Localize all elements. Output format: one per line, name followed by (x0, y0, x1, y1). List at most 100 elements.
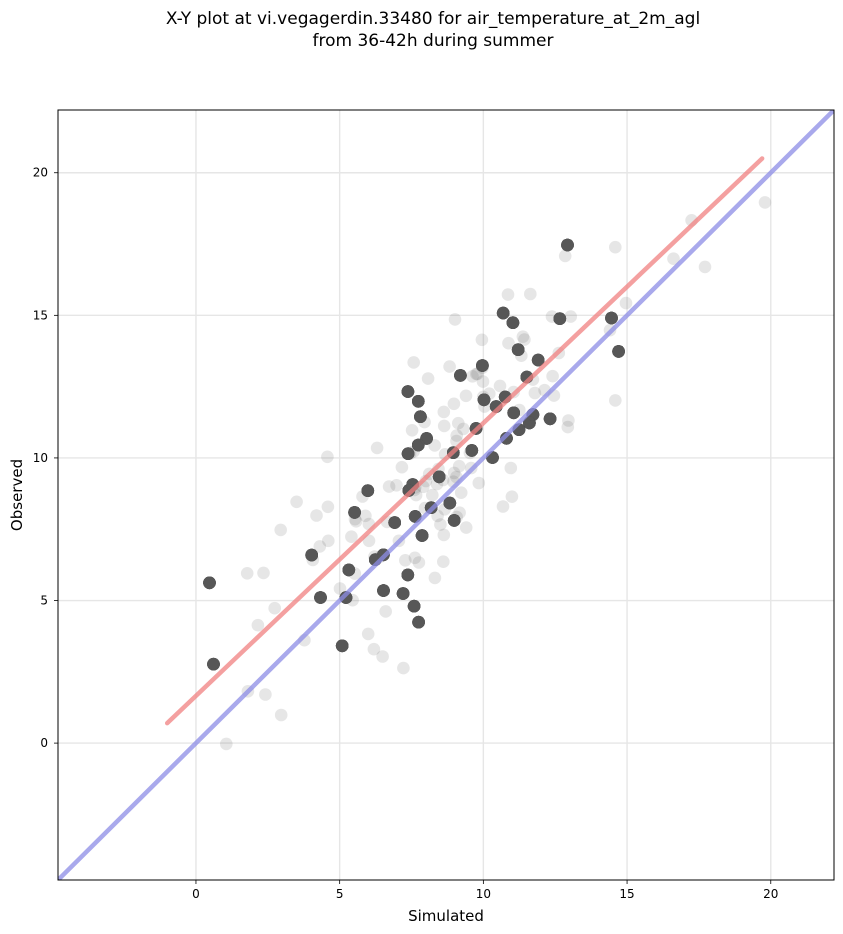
x-axis-label: Simulated (408, 907, 484, 925)
scatter-point (496, 306, 510, 320)
scatter-point (511, 343, 525, 357)
scatter-point (465, 444, 479, 457)
scatter-point (477, 393, 491, 407)
scatter-point (561, 238, 574, 252)
scatter-point (401, 385, 415, 398)
scatter-point (553, 312, 567, 326)
scatter-point (476, 390, 490, 404)
scatter-point (450, 429, 464, 442)
scatter-point (543, 412, 557, 426)
scatter-point (523, 416, 536, 430)
scatter-point (207, 657, 220, 671)
scatter-point (388, 516, 402, 529)
scatter-point (412, 395, 425, 408)
scatter-point (305, 548, 319, 562)
x-tick-label: 5 (336, 887, 344, 901)
chart-title-line-2: from 36-42h during summer (312, 31, 554, 51)
scatter-point (412, 438, 425, 452)
scatter-point (401, 568, 415, 582)
scatter-point (333, 582, 347, 595)
scatter-point (454, 369, 467, 382)
scatter-point (465, 444, 479, 457)
scatter-point (396, 587, 410, 600)
scatter-point (342, 563, 356, 577)
scatter-point (511, 343, 525, 357)
scatter-point (476, 359, 489, 372)
scatter-point (207, 657, 220, 671)
scatter-point (396, 587, 410, 600)
scatter-point (335, 639, 349, 653)
scatter-point (437, 419, 451, 433)
scatter-point (496, 306, 510, 320)
scatter-point (415, 529, 429, 542)
scatter-point (203, 576, 216, 590)
scatter-point (361, 484, 375, 498)
scatter-point (348, 506, 361, 519)
scatter-point (506, 316, 520, 330)
scatter-point (496, 306, 510, 320)
scatter-point (401, 568, 415, 582)
scatter-point (506, 316, 520, 330)
scatter-point (207, 657, 220, 671)
scatter-point (415, 529, 429, 542)
scatter-point (558, 249, 572, 263)
scatter-point (465, 444, 479, 457)
scatter-point (314, 591, 327, 604)
scatter-point (342, 563, 356, 577)
scatter-point (412, 438, 425, 452)
scatter-point (342, 563, 356, 577)
scatter-point (612, 345, 625, 358)
scatter-point (454, 369, 467, 382)
scatter-point (314, 591, 327, 604)
scatter-point (432, 470, 446, 484)
scatter-point (609, 240, 622, 254)
scatter-point (412, 395, 425, 408)
scatter-point (412, 615, 425, 629)
scatter-point (314, 591, 327, 604)
scatter-point (415, 529, 429, 542)
reference-lines (58, 110, 834, 880)
scatter-point (465, 444, 479, 457)
scatter-point (207, 657, 220, 671)
scatter-point (553, 312, 567, 326)
scatter-point (335, 639, 349, 653)
scatter-point (420, 432, 433, 445)
scatter-point (407, 599, 421, 613)
scatter-point (396, 587, 410, 600)
scatter-point (523, 416, 536, 430)
scatter-point (605, 311, 618, 325)
scatter-point (612, 345, 625, 358)
scatter-point (511, 343, 525, 357)
scatter-point (407, 599, 421, 613)
scatter-point (379, 605, 393, 618)
scatter-point (407, 599, 421, 613)
scatter-point (414, 410, 427, 424)
scatter-point (507, 406, 520, 420)
scatter-point (612, 345, 625, 358)
scatter-point (447, 514, 461, 527)
scatter-point (476, 359, 489, 372)
scatter-point (506, 316, 520, 330)
scatter-point (377, 584, 390, 597)
scatter-point (758, 196, 772, 209)
scatter-point (401, 568, 415, 582)
scatter-point (335, 639, 349, 653)
scatter-point (477, 393, 491, 407)
scatter-point (420, 432, 433, 445)
scatter-point (523, 416, 536, 430)
scatter-point (348, 506, 361, 519)
scatter-point (361, 484, 375, 498)
scatter-point (415, 529, 429, 542)
scatter-point (476, 359, 489, 372)
scatter-point (428, 439, 442, 452)
scatter-point (401, 447, 415, 461)
scatter-point (472, 476, 486, 490)
scatter-point (396, 587, 410, 600)
scatter-point (412, 395, 425, 408)
scatter-point (561, 238, 574, 252)
scatter-point (454, 369, 467, 382)
scatter-point (605, 311, 618, 325)
scatter-point (377, 584, 390, 597)
scatter-point (412, 438, 425, 452)
scatter-point (561, 238, 574, 252)
